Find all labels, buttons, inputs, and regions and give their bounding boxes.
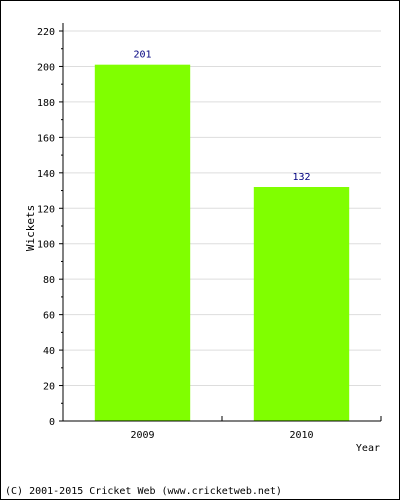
- x-ticks: 2009 2010: [130, 416, 382, 441]
- bars: [94, 64, 350, 421]
- data-label-2009: 201: [133, 50, 151, 61]
- y-axis-label: Wickets: [24, 205, 37, 251]
- bar-2010: [253, 187, 350, 421]
- x-tick-label: 2009: [130, 430, 154, 441]
- copyright-footer: (C) 2001-2015 Cricket Web (www.cricketwe…: [5, 486, 282, 497]
- y-tick-label: 20: [43, 382, 55, 393]
- y-tick-label: 80: [43, 275, 55, 286]
- y-tick-label: 140: [37, 169, 55, 180]
- y-tick-label: 220: [37, 27, 55, 38]
- y-tick-label: 60: [43, 311, 55, 322]
- data-label-2010: 132: [292, 172, 310, 183]
- y-tick-label: 180: [37, 98, 55, 109]
- bar-chart: 0 20 40 60 80 100 120 140 160 180 200 220 2009 201 0 …: [24, 23, 382, 454]
- y-ticks: 0 20 40 60 80 100 120 140 160 180 200 220: [37, 27, 63, 428]
- y-tick-label: 160: [37, 133, 55, 144]
- y-tick-label: 120: [37, 204, 55, 215]
- data-labels: 201 132: [133, 50, 310, 183]
- x-axis-label: Year: [356, 443, 380, 454]
- y-tick-label: 100: [37, 240, 55, 251]
- y-tick-label: 0: [49, 417, 55, 428]
- y-tick-label: 40: [43, 346, 55, 357]
- x-tick-label: 2010: [289, 430, 313, 441]
- bar-2009: [94, 64, 191, 421]
- y-tick-label: 200: [37, 62, 55, 73]
